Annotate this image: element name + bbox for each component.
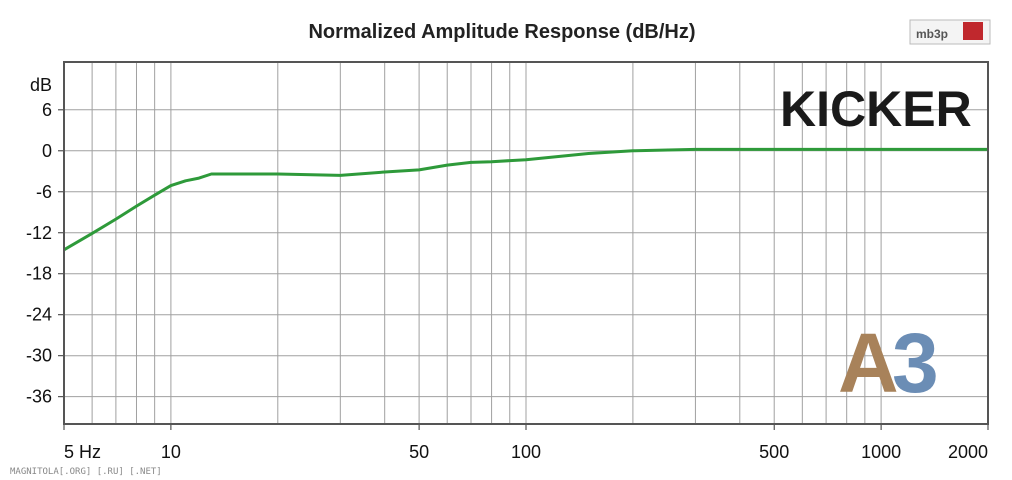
publisher-logo: mb3p [909, 19, 991, 45]
plot-frame [63, 61, 989, 425]
chart-title: Normalized Amplitude Response (dB/Hz) [308, 21, 695, 43]
grid [64, 62, 988, 424]
y-tick-label: -30 [26, 346, 52, 366]
x-tick-label: 5 Hz [64, 442, 101, 462]
y-tick-label: -18 [26, 264, 52, 284]
publisher-logo-emblem [963, 22, 983, 40]
publisher-logo-text: mb3p [916, 27, 948, 41]
y-tick-label: 0 [42, 141, 52, 161]
y-tick-label: -36 [26, 387, 52, 407]
y-tick-label: 6 [42, 100, 52, 120]
series-line [63, 147, 988, 252]
y-tick-label: -12 [26, 223, 52, 243]
x-tick-label: 500 [759, 442, 789, 462]
brand-label: KICKER [780, 81, 972, 137]
x-tick-label: 2000 [948, 442, 988, 462]
x-tick-label: 10 [161, 442, 181, 462]
x-tick-label: 100 [511, 442, 541, 462]
x-axis-ticks: 5 Hz 10 50 100 500 1000 2000 [63, 424, 989, 462]
model-badge: A 3 [838, 316, 939, 410]
y-tick-label: -6 [36, 182, 52, 202]
x-tick-label: 1000 [861, 442, 901, 462]
footer-source: MAGNITOLA[.ORG] [.RU] [.NET] [10, 467, 162, 477]
model-number: 3 [892, 316, 939, 410]
x-tick-label: 50 [409, 442, 429, 462]
model-letter: A [838, 316, 899, 410]
y-axis-unit-label: dB [30, 75, 52, 95]
y-axis-ticks: 6 0 -6 -12 -18 -24 -30 -36 [26, 100, 64, 407]
y-tick-label: -24 [26, 305, 52, 325]
series-layer [63, 147, 988, 252]
